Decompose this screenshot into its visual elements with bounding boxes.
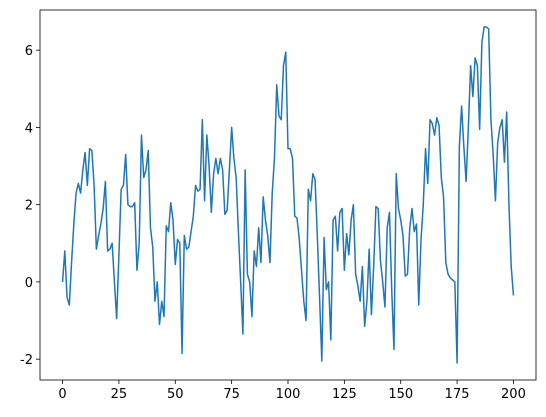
x-tick-label: 125 bbox=[332, 387, 357, 402]
x-tick-label: 100 bbox=[276, 387, 301, 402]
y-tick-label: -2 bbox=[20, 353, 33, 368]
x-tick-label: 150 bbox=[388, 387, 413, 402]
x-tick-label: 0 bbox=[58, 387, 66, 402]
x-tick-label: 175 bbox=[445, 387, 470, 402]
y-tick-label: 0 bbox=[25, 276, 33, 291]
x-tick-label: 25 bbox=[111, 387, 128, 402]
x-tick-label: 75 bbox=[223, 387, 240, 402]
line-series bbox=[61, 26, 515, 364]
x-tick-label: 200 bbox=[501, 387, 526, 402]
y-tick-label: 4 bbox=[25, 121, 33, 136]
x-tick-label: 50 bbox=[167, 387, 184, 402]
axes-frame bbox=[39, 9, 537, 381]
y-tick-label: 6 bbox=[25, 44, 33, 59]
y-tick-label: 2 bbox=[25, 199, 33, 214]
